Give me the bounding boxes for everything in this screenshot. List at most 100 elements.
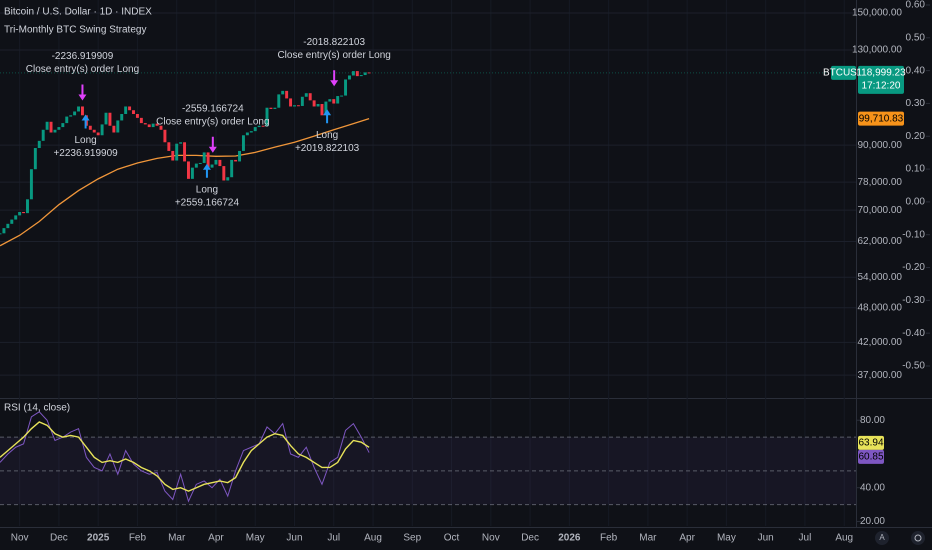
- y2-tick-label: -0.50: [902, 361, 925, 372]
- y-tick-label: 42,000.00: [858, 337, 903, 348]
- trade-profit: +2236.919909: [53, 148, 118, 159]
- y-tick-label: 20.00: [860, 516, 885, 527]
- auto-button-label[interactable]: A: [879, 533, 885, 542]
- x-tick-label: May: [246, 533, 265, 544]
- candle: [245, 132, 249, 136]
- candle: [100, 124, 104, 136]
- candle: [241, 135, 245, 151]
- candle: [53, 129, 57, 133]
- candle: [80, 106, 84, 116]
- candle: [163, 129, 167, 143]
- y2-tick-label: 0.50: [906, 32, 926, 43]
- candle: [249, 131, 253, 133]
- y2-tick-label: 0.10: [906, 164, 926, 175]
- candle: [108, 112, 112, 126]
- price-tag-label: 60.85: [858, 452, 883, 463]
- y2-tick-label: 0.30: [906, 98, 926, 109]
- x-tick-label: Jun: [286, 533, 302, 544]
- candle: [190, 167, 194, 179]
- candle: [257, 125, 261, 128]
- candle: [175, 143, 179, 161]
- settings-button[interactable]: [911, 531, 925, 545]
- candle: [289, 98, 293, 107]
- candle: [210, 164, 214, 168]
- y-tick-label: 70,000.00: [858, 205, 903, 216]
- candle: [332, 99, 336, 104]
- trade-note: Close entry(s) order Long: [156, 116, 269, 127]
- x-tick-label: Aug: [364, 533, 382, 544]
- x-tick-label: 2026: [558, 533, 581, 544]
- x-tick-label: Dec: [521, 533, 539, 544]
- price-tag-label: 118,999.23: [856, 67, 906, 78]
- x-tick-label: Nov: [11, 533, 29, 544]
- candle: [6, 223, 10, 229]
- candle: [96, 132, 100, 136]
- y-tick-label: 130,000.00: [852, 45, 902, 56]
- trade-note: Long: [74, 135, 96, 146]
- candle: [26, 199, 29, 214]
- candle: [135, 114, 139, 118]
- candle: [49, 121, 53, 133]
- entry-arrow: [202, 163, 211, 178]
- candle: [167, 142, 171, 151]
- y2-tick-label: 0.20: [906, 131, 926, 142]
- x-tick-label: 2025: [87, 533, 110, 544]
- candle: [22, 212, 26, 214]
- trade-note: Close entry(s) order Long: [277, 50, 390, 61]
- symbol-title: Bitcoin / U.S. Dollar · 1D · INDEX: [4, 7, 152, 18]
- candle: [281, 90, 285, 95]
- candle: [206, 152, 210, 168]
- x-tick-label: Apr: [208, 533, 224, 544]
- trade-profit: -2236.919909: [52, 51, 114, 62]
- exit-arrow: [330, 70, 339, 87]
- y-tick-label: 40.00: [860, 482, 885, 493]
- candle: [10, 219, 14, 224]
- y-tick-label: 78,000.00: [858, 177, 903, 188]
- x-tick-label: Mar: [168, 533, 186, 544]
- x-tick-label: Mar: [639, 533, 657, 544]
- candle: [18, 212, 22, 216]
- candle: [187, 161, 190, 179]
- candle: [45, 121, 49, 130]
- candle: [116, 120, 120, 133]
- candle: [336, 96, 340, 104]
- auto-button[interactable]: [875, 531, 889, 545]
- candle: [128, 106, 132, 111]
- y2-tick-label: -0.40: [902, 328, 925, 339]
- candle: [253, 127, 257, 132]
- candle: [269, 107, 273, 109]
- candle: [143, 123, 147, 125]
- candle: [222, 166, 226, 181]
- candle: [171, 150, 175, 161]
- strategy-title: Tri-Monthly BTC Swing Strategy: [4, 25, 146, 36]
- trade-profit: -2559.166724: [182, 103, 244, 114]
- price-tag: [831, 65, 856, 80]
- candle: [218, 159, 222, 167]
- candle: [367, 72, 371, 74]
- candle: [202, 152, 206, 163]
- entry-arrow: [81, 114, 90, 129]
- candle: [179, 142, 183, 144]
- rsi-title: RSI (14, close): [4, 403, 70, 414]
- y-tick-label: 37,000.00: [858, 370, 903, 381]
- candle: [155, 123, 159, 126]
- candle: [88, 125, 92, 130]
- candle: [0, 233, 2, 235]
- y2-tick-label: 0.40: [906, 65, 926, 76]
- y2-tick-label: 0.00: [906, 197, 926, 208]
- candle: [226, 177, 230, 181]
- candle: [151, 123, 155, 128]
- candle: [14, 215, 18, 220]
- y2-tick-label: 0.60: [906, 0, 926, 11]
- price-tag: [858, 111, 904, 126]
- candle: [77, 106, 81, 112]
- price-tag: [858, 449, 884, 464]
- price-tag-label: 99,710.83: [859, 113, 904, 124]
- candle: [300, 96, 304, 106]
- y2-tick-label: -0.20: [902, 262, 925, 273]
- trade-note: Long: [196, 184, 218, 195]
- y2-tick-label: -0.30: [902, 295, 925, 306]
- moving-average: [0, 117, 370, 247]
